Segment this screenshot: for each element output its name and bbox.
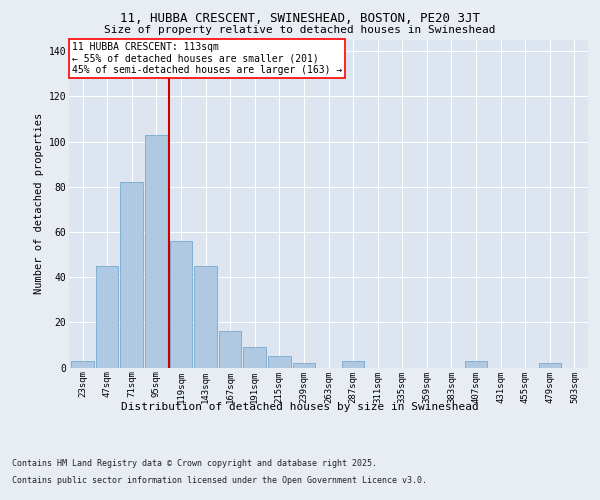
Bar — [219, 332, 241, 368]
Text: Contains HM Land Registry data © Crown copyright and database right 2025.: Contains HM Land Registry data © Crown c… — [12, 458, 377, 468]
Bar — [121, 182, 143, 368]
Bar — [268, 356, 290, 368]
Bar — [293, 363, 315, 368]
Text: Size of property relative to detached houses in Swineshead: Size of property relative to detached ho… — [104, 25, 496, 35]
Bar — [342, 360, 364, 368]
Bar — [194, 266, 217, 368]
Bar — [71, 360, 94, 368]
Bar — [96, 266, 118, 368]
Bar — [145, 135, 167, 368]
Y-axis label: Number of detached properties: Number of detached properties — [34, 113, 44, 294]
Bar — [170, 241, 192, 368]
Text: Distribution of detached houses by size in Swineshead: Distribution of detached houses by size … — [121, 402, 479, 412]
Bar — [465, 360, 487, 368]
Text: 11 HUBBA CRESCENT: 113sqm
← 55% of detached houses are smaller (201)
45% of semi: 11 HUBBA CRESCENT: 113sqm ← 55% of detac… — [71, 42, 342, 75]
Bar — [539, 363, 561, 368]
Text: Contains public sector information licensed under the Open Government Licence v3: Contains public sector information licen… — [12, 476, 427, 485]
Text: 11, HUBBA CRESCENT, SWINESHEAD, BOSTON, PE20 3JT: 11, HUBBA CRESCENT, SWINESHEAD, BOSTON, … — [120, 12, 480, 26]
Bar — [244, 347, 266, 368]
